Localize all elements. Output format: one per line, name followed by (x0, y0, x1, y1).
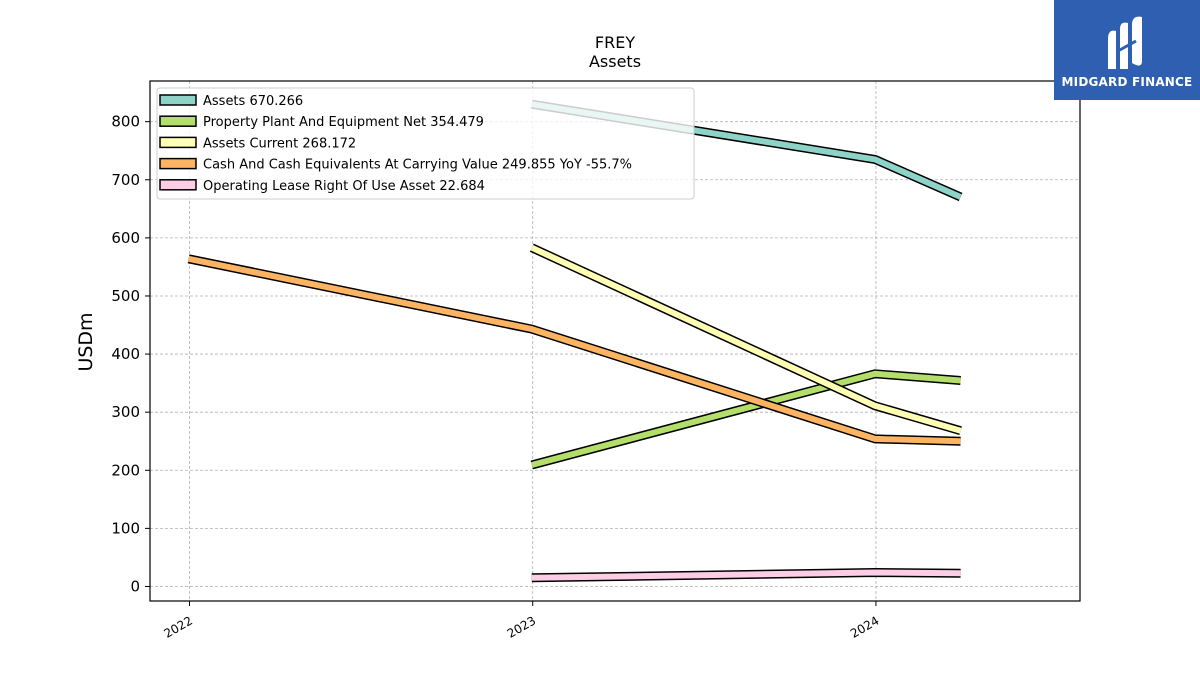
chart-subtitle: Assets (589, 52, 641, 71)
y-tick-label: 600 (111, 229, 140, 247)
chart-title: FREY (595, 33, 635, 52)
series-1 (530, 369, 961, 470)
y-axis-ticks: 0 100 200 300 400 500 600 700 800 (111, 113, 150, 595)
legend-label: Assets 670.266 (203, 94, 303, 109)
legend: Assets 670.266 Property Plant And Equipme… (156, 87, 695, 200)
legend-swatch (159, 179, 197, 191)
y-tick-label: 400 (111, 345, 140, 363)
y-tick-label: 800 (111, 113, 140, 131)
y-tick-label: 100 (111, 519, 140, 537)
y-tick-label: 300 (111, 403, 140, 421)
legend-label: Property Plant And Equipment Net 354.479 (203, 115, 484, 130)
y-tick-label: 0 (130, 577, 140, 595)
series-line-outline (187, 254, 961, 446)
series-line-outline (530, 369, 961, 470)
y-tick-label: 700 (111, 171, 140, 189)
legend-label: Operating Lease Right Of Use Asset 22.68… (203, 179, 485, 194)
series-line (531, 370, 961, 468)
plot-frame (149, 80, 1081, 602)
legend-box (156, 87, 695, 200)
series-line (187, 255, 961, 445)
series-line (530, 244, 962, 434)
x-tick-label: 2023 (505, 613, 538, 640)
legend-swatch (159, 136, 197, 149)
legend-swatch (159, 94, 197, 106)
x-axis-ticks: 2022 2023 2024 (162, 601, 881, 641)
y-axis-label: USDm (75, 312, 97, 371)
legend-swatch (159, 115, 197, 127)
series-line (531, 569, 961, 581)
y-tick-label: 500 (111, 287, 140, 305)
series-4 (531, 568, 961, 583)
legend-swatch (159, 157, 197, 170)
brand-logo: MIDGARD FINANCE (1054, 0, 1200, 100)
y-tick-label: 200 (111, 461, 140, 479)
x-tick-label: 2022 (162, 613, 195, 640)
x-tick-label: 2024 (848, 613, 881, 640)
logo-text: MIDGARD FINANCE (1061, 75, 1193, 89)
logo-mark-icon (1108, 16, 1142, 70)
legend-label: Assets Current 268.172 (203, 136, 356, 151)
series-2 (529, 243, 962, 436)
legend-label: Cash And Cash Equivalents At Carrying Va… (203, 158, 632, 173)
series-3 (187, 254, 961, 446)
